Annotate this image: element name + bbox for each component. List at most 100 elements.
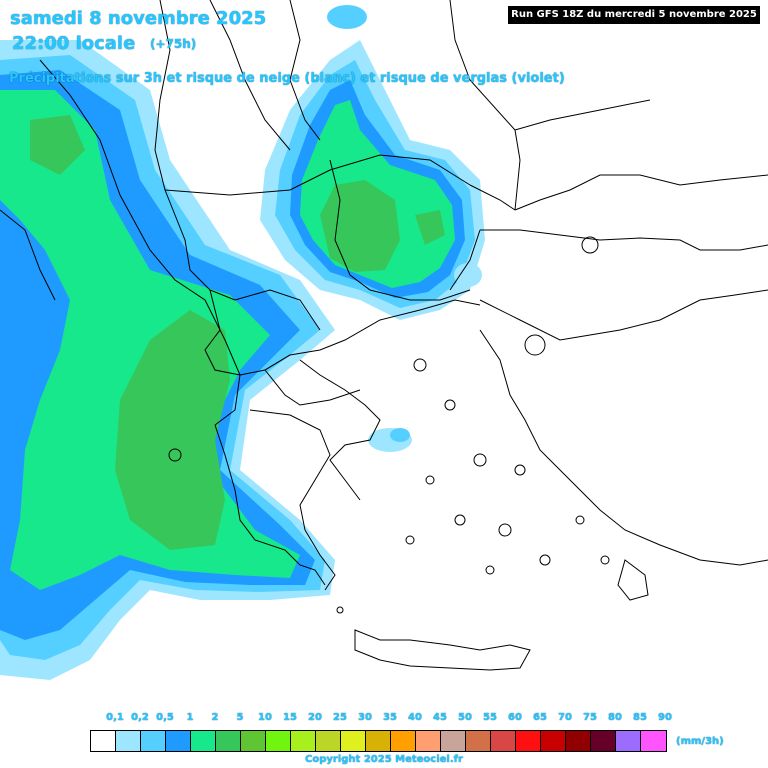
border-north-1 (154, 0, 171, 191)
legend-swatch (441, 731, 466, 751)
legend-swatch (216, 731, 241, 751)
precip-west-darkgreen-north (30, 115, 85, 175)
legend-tick-label: 40 (408, 712, 422, 723)
legend-swatch (166, 731, 191, 751)
border-bulgaria (329, 159, 471, 301)
legend-swatch (641, 731, 666, 751)
legend-tick-label: 90 (658, 712, 672, 723)
border-western-edge (0, 209, 56, 301)
legend-swatch (241, 731, 266, 751)
coastline-turkey (479, 289, 768, 341)
coastline-greece-east (299, 359, 381, 501)
legend-tick-label: 25 (333, 712, 347, 723)
coastline-anatolia-west (479, 329, 768, 566)
border-top-middle (209, 0, 291, 151)
coastline-north-aegean (264, 299, 481, 371)
legend-tick-label: 15 (283, 712, 297, 723)
map-subtitle: Précipitations sur 3h et risque de neige… (9, 71, 565, 86)
coastline-peloponnese (249, 409, 336, 591)
legend-swatch (516, 731, 541, 751)
legend-tick-label: 0,1 (106, 712, 124, 723)
precipitation-legend: 0,1 0,2 0,5 1 2 5 10 15 20 25 30 35 40 45 50 55 60 65 70 75… (90, 712, 740, 752)
legend-tick-label: 65 (533, 712, 547, 723)
border-east-2 (514, 129, 521, 211)
legend-tick-label: 5 (236, 712, 244, 723)
islands (168, 236, 610, 614)
precip-cell-aegean-inner (390, 428, 410, 442)
border-balkan-3 (204, 289, 241, 376)
island-9 (485, 565, 495, 575)
model-run-label: Run GFS 18Z du mercredi 5 novembre 2025 (508, 6, 760, 24)
legend-swatch (416, 731, 441, 751)
island-13 (514, 464, 526, 476)
island-7 (539, 554, 551, 566)
legend-tick-label: 45 (433, 712, 447, 723)
legend-tick-label: 2 (211, 712, 219, 723)
island-15 (168, 448, 182, 462)
legend-tick-label: 80 (608, 712, 622, 723)
precipitation-northeast (260, 40, 485, 320)
legend-tick-label: 85 (633, 712, 647, 723)
island-8 (405, 535, 415, 545)
forecast-time: 22:00 locale (12, 33, 136, 54)
legend-swatch (366, 731, 391, 751)
border-north-2 (289, 0, 321, 141)
legend-swatch (141, 731, 166, 751)
legend-swatch (91, 731, 116, 751)
coastline-black-sea (514, 174, 768, 211)
legend-swatch (616, 731, 641, 751)
island-14 (600, 555, 610, 565)
legend-swatch (291, 731, 316, 751)
legend-unit: (mm/3h) (676, 736, 724, 747)
border-balkan-1 (164, 189, 236, 301)
precipitation-west (0, 40, 335, 680)
island-5 (454, 514, 466, 526)
island-12 (581, 236, 599, 254)
legend-tick-label: 60 (508, 712, 522, 723)
island-2 (444, 399, 456, 411)
border-east-1 (469, 184, 516, 211)
border-north-3 (164, 154, 471, 196)
legend-tick-label: 55 (483, 712, 497, 723)
borders-and-coastlines (0, 0, 768, 671)
precipitation-map (0, 0, 768, 680)
precip-ne-darkgreen-east (415, 210, 445, 245)
island-1 (413, 358, 427, 372)
precip-cell-top (327, 5, 367, 29)
precipitation-small-cells (327, 5, 482, 452)
legend-swatch (466, 731, 491, 751)
legend-tick-label: 70 (558, 712, 572, 723)
legend-swatches (90, 730, 667, 752)
border-top-right (449, 0, 516, 131)
lead-time: (+75h) (150, 37, 197, 51)
legend-swatch (341, 731, 366, 751)
legend-swatch (191, 731, 216, 751)
legend-swatch (566, 731, 591, 751)
forecast-date: samedi 8 novembre 2025 (10, 8, 267, 29)
legend-swatch (491, 731, 516, 751)
legend-tick-label: 10 (258, 712, 272, 723)
border-crete (354, 629, 531, 671)
legend-tick-label: 0,5 (156, 712, 174, 723)
island-10 (575, 515, 585, 525)
legend-tick-label: 50 (458, 712, 472, 723)
legend-tick-label: 0,2 (131, 712, 149, 723)
island-11 (524, 334, 546, 356)
legend-swatch (266, 731, 291, 751)
border-greece-north (264, 369, 361, 406)
island-6 (498, 523, 512, 537)
legend-swatch (541, 731, 566, 751)
legend-tick-label: 1 (186, 712, 194, 723)
coastline-adriatic (39, 59, 241, 426)
border-balkan-2 (234, 289, 321, 331)
legend-tick-label: 75 (583, 712, 597, 723)
precip-cell-east (454, 263, 482, 287)
border-east-3 (514, 99, 651, 131)
legend-swatch (591, 731, 616, 751)
copyright: Copyright 2025 Meteociel.fr (305, 754, 463, 765)
border-rhodes (617, 559, 649, 601)
coastline-west-greece (214, 424, 326, 586)
legend-swatch (391, 731, 416, 751)
coastline-marmara (480, 229, 768, 251)
